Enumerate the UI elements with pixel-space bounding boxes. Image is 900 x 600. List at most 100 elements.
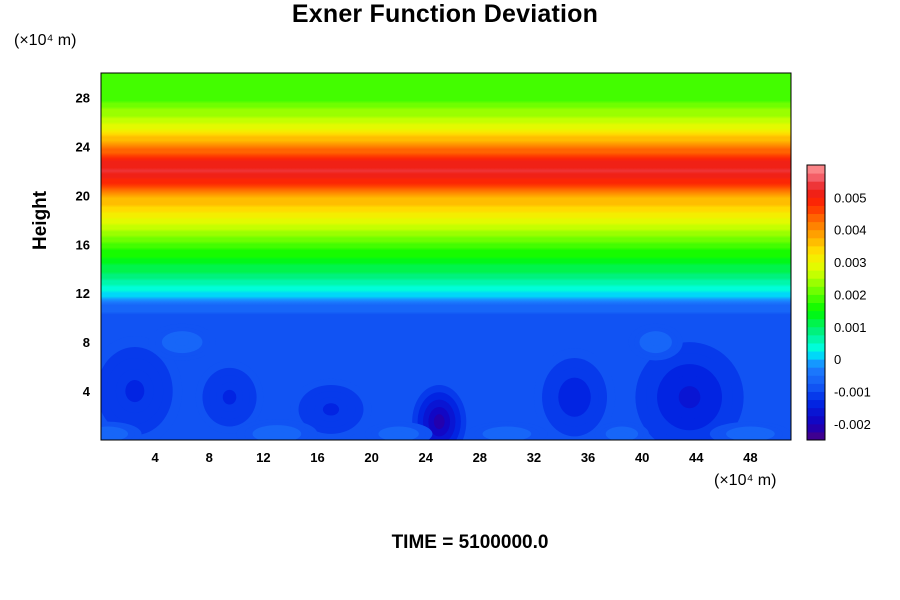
anomaly-0 — [412, 384, 467, 440]
anomaly-8 — [101, 421, 142, 440]
colorbar-swatch — [807, 205, 825, 215]
y-tick-label: 4 — [83, 384, 91, 399]
anomaly-3 — [290, 378, 372, 440]
anomaly-12 — [594, 421, 649, 440]
colorbar-swatch — [807, 423, 825, 433]
colorbar-swatch — [807, 286, 825, 295]
x-tick-label: 44 — [689, 450, 704, 465]
colorbar-swatch — [807, 391, 825, 401]
colorbar-tick-label: 0.003 — [834, 255, 867, 270]
anomaly-ring — [175, 338, 189, 346]
anomaly-4 — [533, 348, 616, 440]
colorbar-swatch — [807, 165, 825, 174]
colorbar-swatch — [807, 302, 825, 312]
colorbar-swatch — [807, 359, 825, 368]
colorbar-swatch — [807, 181, 825, 190]
colorbar-tick-label: 0.004 — [834, 223, 867, 238]
x-tick-label: 32 — [527, 450, 541, 465]
colorbar-swatch — [807, 375, 825, 384]
anomaly-ring — [268, 430, 285, 437]
time-value: 5100000.0 — [458, 532, 549, 553]
colorbar-swatch — [807, 278, 825, 287]
colorbar-swatch — [807, 197, 825, 206]
colorbar-swatch — [807, 399, 825, 409]
y-tick-label: 12 — [76, 286, 90, 301]
colorbar-swatch — [807, 294, 825, 303]
anomaly-ring — [742, 431, 759, 437]
anomaly-ring — [616, 431, 628, 437]
colorbar-swatch — [807, 407, 825, 417]
anomaly-ring — [650, 338, 662, 346]
colorbar-swatch — [807, 262, 825, 271]
x-tick-label: 16 — [310, 450, 324, 465]
plot-frame — [100, 72, 792, 441]
anomaly-ring — [433, 414, 445, 429]
x-tick-label: 24 — [418, 450, 433, 465]
plot-area — [101, 73, 791, 440]
x-tick-label: 28 — [473, 450, 487, 465]
anomaly-ring — [222, 389, 237, 405]
colorbar-tick-label: 0.005 — [834, 190, 867, 205]
anomaly-10 — [364, 421, 433, 440]
x-tick-label: 40 — [635, 450, 649, 465]
anomaly-ring — [498, 431, 515, 437]
x-tick-label: 36 — [581, 450, 595, 465]
colorbar-tick-label: -0.002 — [834, 417, 871, 432]
y-ticks: 4 8 12 16 20 24 28 — [76, 90, 91, 399]
y-tick-label: 20 — [76, 188, 90, 203]
colorbar-swatch — [807, 237, 825, 247]
colorbar-swatch — [807, 221, 825, 231]
x-tick-label: 12 — [256, 450, 270, 465]
colorbar-tick-label: -0.001 — [834, 384, 871, 399]
anomaly-1 — [101, 336, 183, 440]
x-tick-label: 4 — [152, 450, 160, 465]
colorbar-swatch — [807, 189, 825, 198]
anomaly-9 — [236, 419, 318, 440]
anomaly-ring — [566, 387, 583, 407]
y-tick-label: 8 — [83, 335, 90, 350]
colorbar-swatch — [807, 213, 825, 223]
y-tick-label: 24 — [76, 139, 91, 154]
colorbar-tick-label: 0.001 — [834, 320, 867, 335]
chart-title: Exner Function Deviation — [291, 0, 599, 28]
colorbar-swatch — [807, 173, 825, 182]
colorbar-swatch — [807, 310, 825, 320]
y-axis-unit: (×10⁴ m) — [14, 32, 77, 49]
time-footer: TIME = 5100000.0 — [0, 532, 900, 554]
colorbar-swatch — [807, 318, 825, 328]
anomaly-ring — [391, 431, 406, 437]
x-tick-label: 20 — [364, 450, 378, 465]
colorbar-swatch — [807, 415, 825, 425]
anomaly-7 — [148, 323, 216, 361]
colorbar-swatch — [807, 245, 825, 255]
x-axis-unit: (×10⁴ m) — [714, 472, 777, 489]
colorbar-frame — [806, 164, 826, 441]
x-ticks: 4 8 12 16 20 24 28 32 36 40 44 48 — [152, 450, 758, 465]
colorbar-swatch — [807, 351, 825, 360]
y-tick-label: 28 — [76, 90, 90, 105]
anomaly-layer — [101, 323, 791, 440]
anomaly-2 — [195, 360, 264, 434]
colorbar-swatch — [807, 326, 825, 336]
anomaly-11 — [466, 421, 548, 440]
colorbar-swatch — [807, 334, 825, 344]
anomaly-ring — [322, 403, 340, 416]
colorbar-tick-label: 0 — [834, 352, 841, 367]
anomaly-6 — [628, 323, 683, 361]
colorbar-swatch — [807, 270, 825, 279]
colorbar-swatch — [807, 367, 825, 376]
colorbar: -0.002 -0.001 0 0.001 0.002 0.003 0.004 0.005 — [806, 164, 871, 441]
anomaly-5 — [635, 342, 744, 440]
y-tick-label: 16 — [76, 237, 90, 252]
anomaly-13 — [709, 421, 791, 440]
colorbar-swatch — [807, 229, 825, 239]
colorbar-tick-label: 0.002 — [834, 287, 867, 302]
x-tick-label: 8 — [206, 450, 213, 465]
colorbar-swatch — [807, 431, 825, 441]
colorbar-swatch — [807, 342, 825, 352]
time-label: TIME = — [391, 532, 459, 553]
colorbar-swatch — [807, 383, 825, 392]
x-tick-label: 48 — [743, 450, 757, 465]
anomaly-ring — [101, 431, 115, 437]
